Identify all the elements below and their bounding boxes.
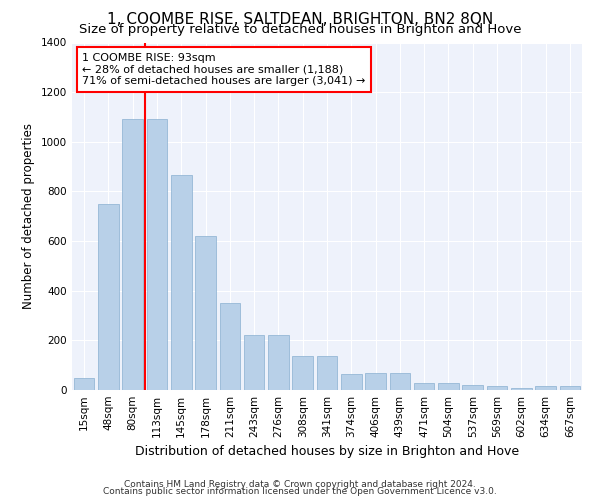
- Text: 1 COOMBE RISE: 93sqm
← 28% of detached houses are smaller (1,188)
71% of semi-de: 1 COOMBE RISE: 93sqm ← 28% of detached h…: [82, 53, 365, 86]
- Text: Contains public sector information licensed under the Open Government Licence v3: Contains public sector information licen…: [103, 487, 497, 496]
- Bar: [195, 236, 216, 390]
- Bar: [74, 378, 94, 390]
- Bar: [341, 374, 362, 390]
- Bar: [220, 303, 240, 390]
- Bar: [560, 386, 580, 390]
- Bar: [365, 372, 386, 390]
- Bar: [463, 385, 483, 390]
- Y-axis label: Number of detached properties: Number of detached properties: [22, 123, 35, 309]
- Bar: [535, 386, 556, 390]
- Bar: [268, 336, 289, 390]
- Text: Contains HM Land Registry data © Crown copyright and database right 2024.: Contains HM Land Registry data © Crown c…: [124, 480, 476, 489]
- X-axis label: Distribution of detached houses by size in Brighton and Hove: Distribution of detached houses by size …: [135, 446, 519, 458]
- Bar: [98, 204, 119, 390]
- Bar: [122, 120, 143, 390]
- Bar: [317, 356, 337, 390]
- Bar: [438, 382, 459, 390]
- Bar: [244, 336, 265, 390]
- Bar: [171, 176, 191, 390]
- Bar: [146, 120, 167, 390]
- Bar: [511, 388, 532, 390]
- Bar: [414, 382, 434, 390]
- Bar: [487, 386, 508, 390]
- Bar: [292, 356, 313, 390]
- Bar: [389, 372, 410, 390]
- Text: Size of property relative to detached houses in Brighton and Hove: Size of property relative to detached ho…: [79, 22, 521, 36]
- Text: 1, COOMBE RISE, SALTDEAN, BRIGHTON, BN2 8QN: 1, COOMBE RISE, SALTDEAN, BRIGHTON, BN2 …: [107, 12, 493, 28]
